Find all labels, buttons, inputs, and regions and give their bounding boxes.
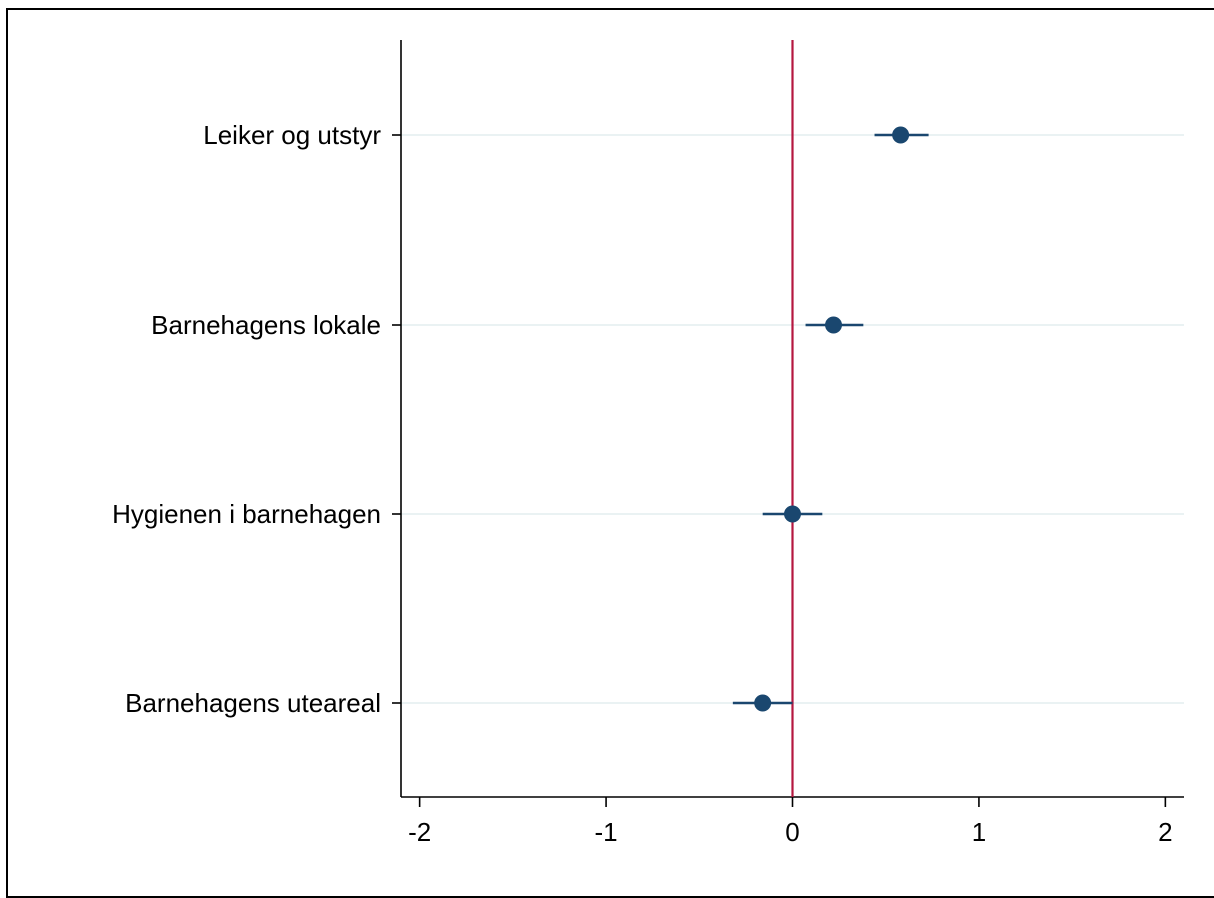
axes xyxy=(392,40,1184,807)
estimate-point xyxy=(784,505,801,523)
x-tick-label: 1 xyxy=(972,817,986,847)
tick-labels: Leiker og utstyr Barnehagens lokale Hygien… xyxy=(112,120,1172,847)
estimate-point xyxy=(825,316,843,334)
y-tick-label: Leiker og utstyr xyxy=(203,120,381,150)
estimate-point xyxy=(754,694,772,712)
x-tick-label: 0 xyxy=(785,817,799,847)
y-tick-label: Barnehagens lokale xyxy=(151,310,381,340)
x-tick-label: -1 xyxy=(595,817,618,847)
x-tick-label: 2 xyxy=(1158,817,1172,847)
y-tick-label: Barnehagens uteareal xyxy=(125,688,381,718)
estimate-point xyxy=(892,126,910,144)
estimates-series xyxy=(732,126,929,712)
x-tick-label: -2 xyxy=(408,817,431,847)
plot-frame xyxy=(6,8,1214,898)
y-tick-label: Hygienen i barnehagen xyxy=(112,499,381,529)
